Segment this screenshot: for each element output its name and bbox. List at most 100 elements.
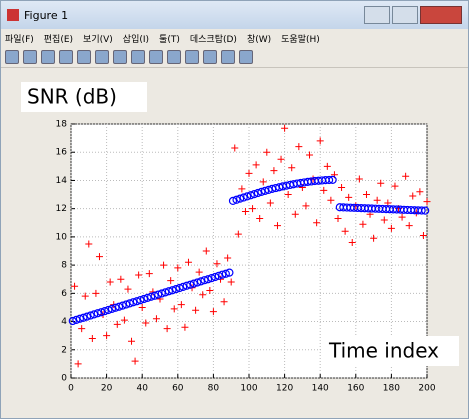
plus-marker [423,198,431,206]
plus-marker [135,271,143,279]
plus-marker [170,305,178,313]
plus-marker [81,292,89,300]
plus-marker [259,178,267,186]
circle-marker [325,175,334,185]
tool-icon[interactable] [113,50,127,64]
x-tick-label: 80 [208,384,220,394]
x-tick-label: 180 [383,384,400,394]
plus-marker [316,137,324,145]
close-button[interactable] [420,6,462,24]
plus-marker [113,320,121,328]
y-tick-label: 8 [61,261,67,271]
circle-marker [72,315,81,324]
plus-marker [192,306,200,314]
annotation: Time index [328,339,439,363]
menu-item[interactable]: 편집(E) [43,34,74,45]
tool-icon[interactable] [23,50,37,64]
y-tick-label: 10 [56,232,68,242]
plus-marker [355,175,363,183]
circle-marker [147,292,156,301]
plus-marker [202,247,210,255]
x-tick-label: 60 [172,384,184,394]
circle-marker [239,193,248,202]
plus-marker [249,205,257,213]
maximize-button[interactable] [392,6,418,24]
circle-marker [328,175,337,184]
plus-marker [88,334,96,342]
plus-marker [220,298,228,306]
tool-icon[interactable] [167,50,181,64]
circle-marker [104,305,113,315]
plus-marker [384,199,392,207]
plus-marker [227,278,235,286]
circle-marker [232,195,241,204]
circle-marker [111,303,120,312]
y-tick-label: 14 [56,176,68,186]
y-tick-label: 16 [56,148,68,158]
menu-item[interactable]: 파일(F) [5,34,34,45]
plus-marker [71,282,79,290]
plus-marker [163,325,171,333]
plus-marker [362,191,370,199]
tool-icon[interactable] [95,50,109,64]
circle-marker [175,283,184,293]
plus-marker [106,278,114,286]
circle-marker [125,299,134,308]
circle-marker [189,279,198,288]
tool-icon[interactable] [5,50,19,64]
menu-item[interactable]: 보기(V) [83,34,113,45]
circle-marker [161,288,170,297]
menu-item[interactable]: 도움말(H) [281,34,320,45]
tool-icon[interactable] [185,50,199,64]
menu-item[interactable]: 창(W) [246,34,272,45]
tool-icon[interactable] [41,50,55,64]
circle-marker [143,293,152,302]
menu-item[interactable]: 삽입(I) [122,34,150,45]
plus-marker [92,289,100,297]
tool-icon[interactable] [239,50,253,64]
circle-marker [157,289,166,298]
tool-icon[interactable] [149,50,163,64]
menu-item[interactable]: 툴(T) [159,34,180,45]
plus-marker [209,308,217,316]
menu-item[interactable]: 데스크탑(D) [189,34,237,45]
plus-marker [238,185,246,193]
tool-icon[interactable] [131,50,145,64]
plus-marker [142,319,150,327]
plus-marker [334,215,342,223]
plus-marker [291,210,299,218]
circle-marker [154,290,163,299]
annotation-box [21,82,147,112]
circle-marker [243,192,252,201]
minimize-button[interactable] [364,6,390,24]
plus-marker [284,191,292,199]
plus-marker [95,253,103,261]
window-title: Figure 1 [24,8,69,22]
plus-marker [181,323,189,331]
circle-marker [200,276,209,285]
tool-icon[interactable] [77,50,91,64]
tool-icon[interactable] [203,50,217,64]
circle-marker [186,280,195,289]
tool-icon[interactable] [221,50,235,64]
plus-marker [195,268,203,276]
y-tick-label: 0 [61,374,67,384]
app-icon [7,9,19,21]
plus-marker [174,264,182,272]
x-tick-label: 0 [68,384,74,394]
circle-marker [136,296,145,305]
plus-marker [206,287,214,295]
plus-marker [256,215,264,223]
tool-icon[interactable] [59,50,73,64]
plus-marker [377,179,385,187]
circle-marker [100,307,109,316]
y-tick-label: 12 [56,204,67,214]
circle-marker [150,291,159,300]
plus-marker [177,301,185,309]
plus-marker [419,231,427,239]
circle-marker [218,270,227,279]
y-tick-label: 2 [61,345,67,355]
plus-marker [391,182,399,190]
